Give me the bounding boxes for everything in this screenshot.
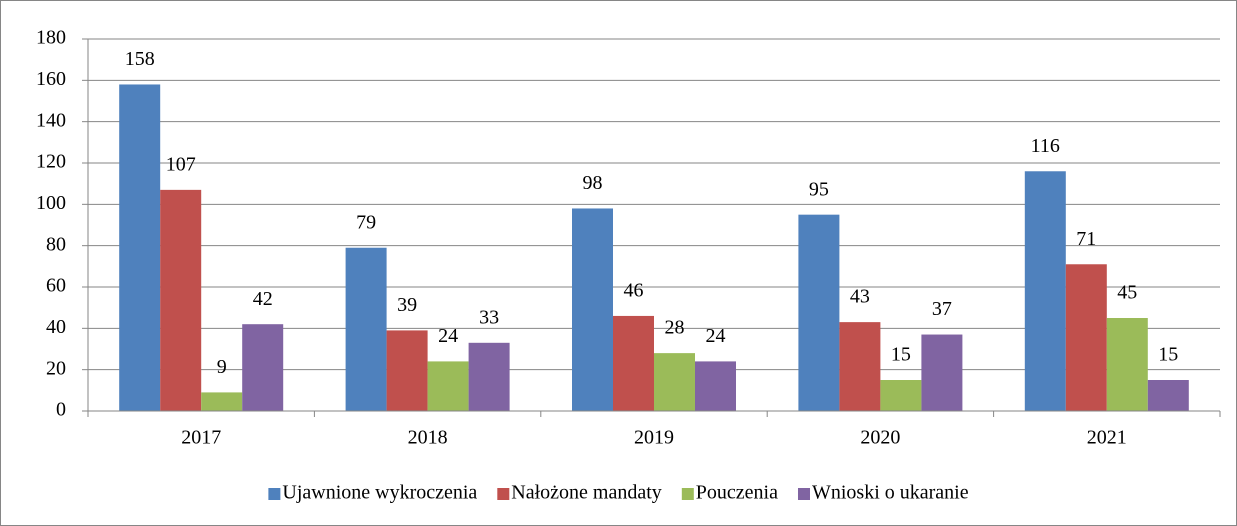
y-tick-label: 60 [46,275,66,297]
data-label: 9 [217,356,227,378]
data-label: 37 [932,298,952,320]
bar [1106,318,1148,411]
bar [345,247,387,411]
legend-label: Pouczenia [696,482,778,504]
data-label: 79 [356,211,376,233]
data-label: 24 [706,325,726,347]
bar [1024,171,1066,411]
legend-swatch [681,488,694,500]
bar [119,84,161,411]
x-tick-label: 2020 [860,427,900,449]
y-tick-label: 180 [36,27,66,49]
bar [1147,380,1189,411]
bar [921,334,963,411]
bar [1065,264,1107,411]
y-tick-label: 120 [36,151,66,173]
bar [572,208,613,411]
y-tick-label: 100 [36,192,66,214]
bar [880,380,922,411]
data-label: 42 [253,288,273,310]
legend-swatch [268,488,281,500]
data-label: 43 [850,286,870,308]
y-tick-label: 0 [56,399,66,421]
y-tick-label: 40 [46,316,66,338]
bar [427,361,469,411]
y-tick-label: 80 [46,233,66,255]
bar [201,392,243,411]
legend-swatch [497,488,510,500]
data-label: 71 [1076,228,1096,250]
data-label: 107 [166,153,196,175]
data-label: 24 [438,325,458,347]
y-tick-label: 140 [36,109,66,131]
data-label: 15 [1158,344,1178,366]
data-label: 95 [809,178,829,200]
data-label: 15 [891,344,911,366]
legend-label: Wnioski o ukaranie [812,482,969,504]
legend-label: Ujawnione wykroczenia [282,482,477,504]
y-tick-label: 20 [46,357,66,379]
legend-swatch [797,488,810,500]
bar [613,315,654,411]
bar [386,330,428,411]
data-label: 28 [665,317,685,339]
data-label: 33 [479,306,499,328]
data-label: 46 [624,280,644,302]
bar [242,324,284,411]
y-tick-label: 160 [36,68,66,90]
bar [468,342,510,411]
data-label: 158 [125,48,155,70]
x-tick-label: 2018 [408,427,448,449]
legend-label: Nałożone mandaty [511,482,662,504]
bar [798,214,840,411]
bar [160,189,202,411]
data-label: 39 [397,294,417,316]
bar [654,353,695,411]
data-label: 45 [1117,282,1137,304]
x-tick-label: 2017 [181,427,221,449]
x-tick-label: 2019 [634,427,674,449]
x-tick-label: 2021 [1087,427,1127,449]
data-label: 98 [583,172,603,194]
bar [695,361,736,411]
bar [839,322,881,411]
data-label: 116 [1031,135,1060,157]
